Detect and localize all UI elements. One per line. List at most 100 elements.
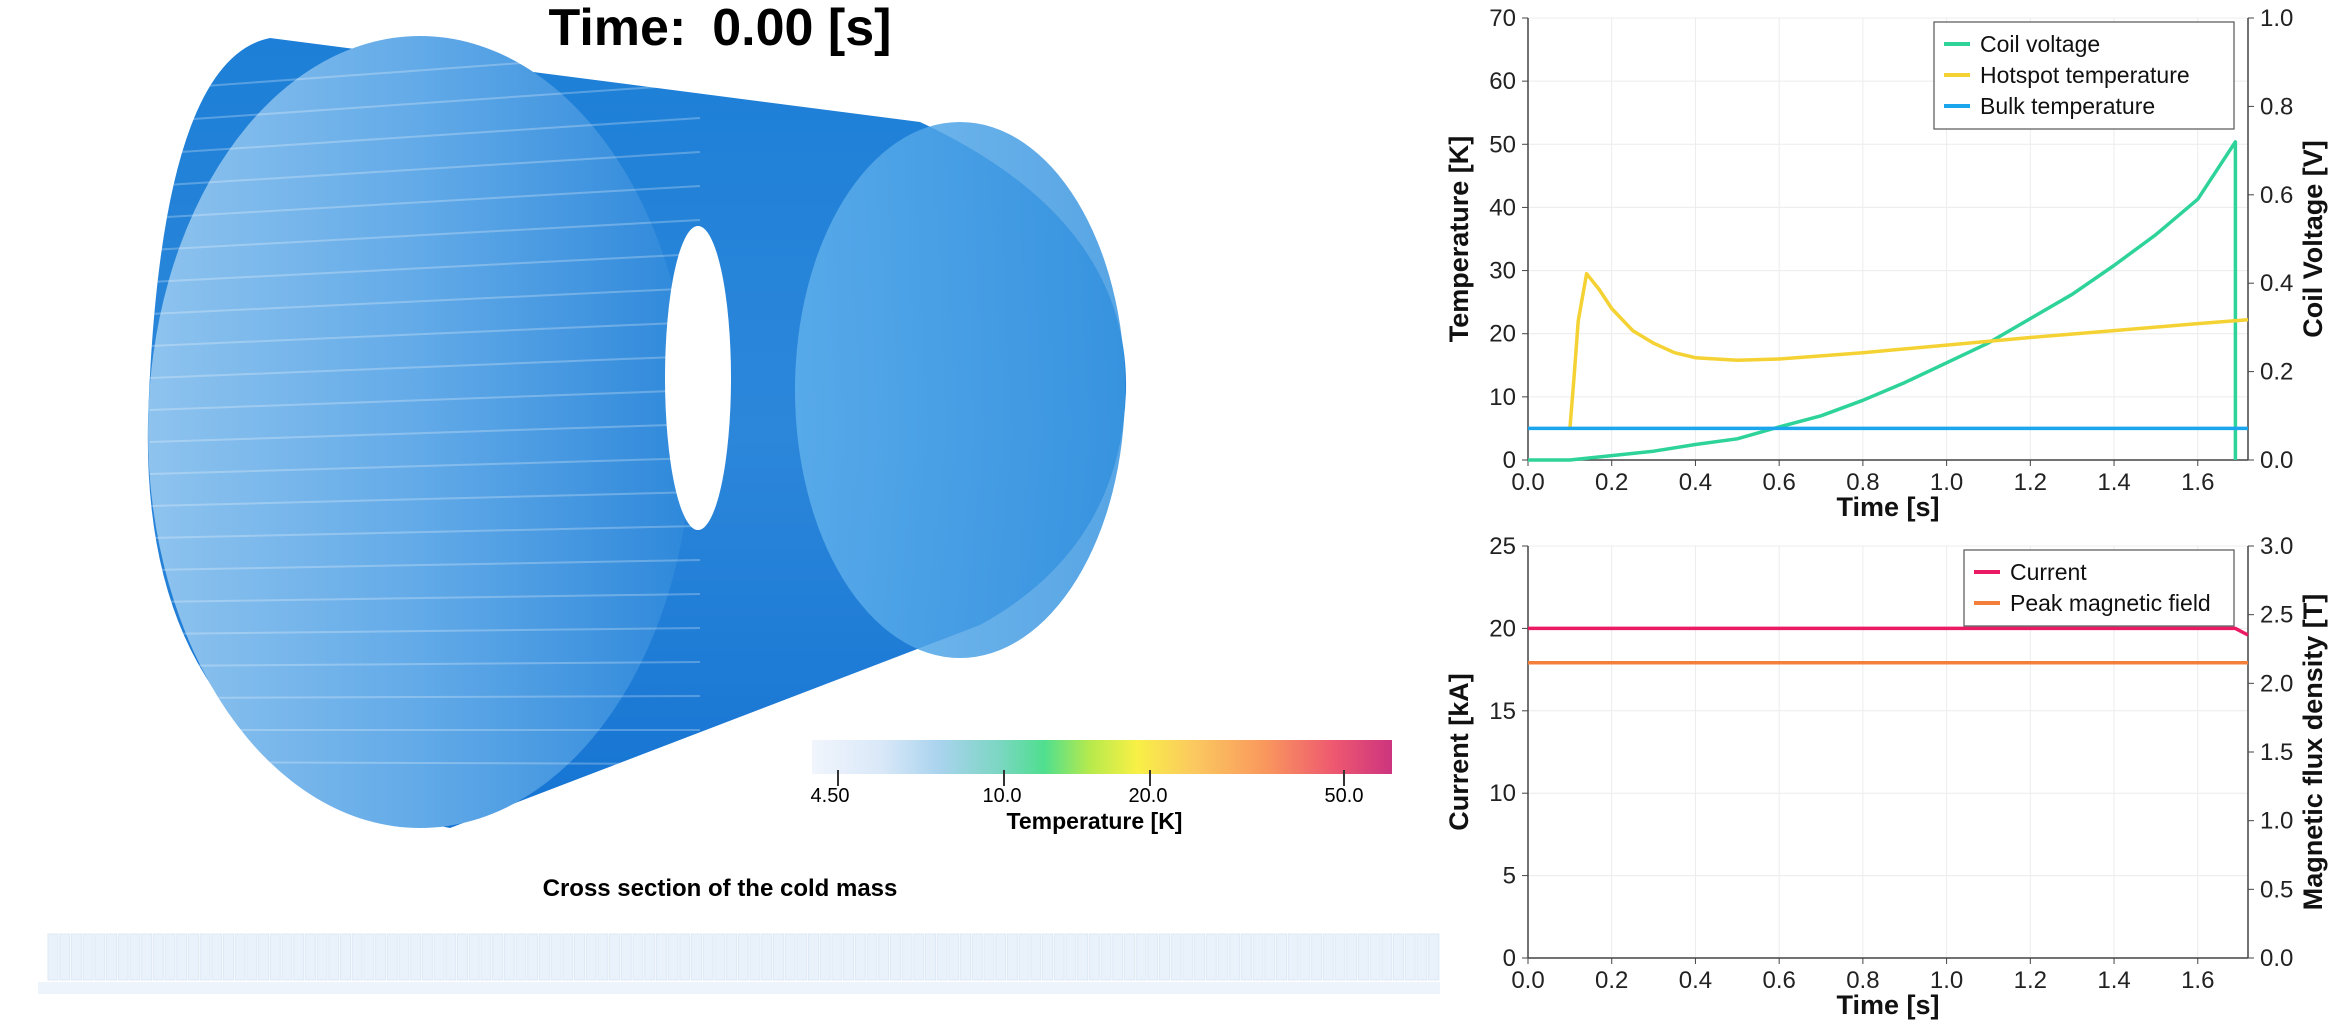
cross-section-cell — [445, 933, 457, 981]
cross-section-cell — [1229, 933, 1241, 981]
cross-section-cell — [1088, 933, 1100, 981]
cross-section-cell — [1194, 933, 1206, 981]
x-tick-label: 0.6 — [1762, 469, 1795, 496]
y-tick-label: 70 — [1489, 5, 1516, 32]
cross-section-cell — [176, 933, 188, 981]
cross-section-cell — [1112, 933, 1124, 981]
cross-section-cell — [468, 933, 480, 981]
legend-label: Current — [2010, 559, 2087, 585]
x-axis-label: Time [s] — [1836, 990, 1939, 1020]
cross-section-caption: Cross section of the cold mass — [542, 875, 898, 902]
cross-section-cell — [597, 933, 609, 981]
cross-section-cell — [304, 933, 316, 981]
cross-section-cell — [492, 933, 504, 981]
cross-section-cell — [983, 933, 995, 981]
time-title: Time: 0.00 [s] — [0, 0, 1440, 56]
cross-section-cell — [1311, 933, 1323, 981]
series-line — [1528, 626, 2249, 637]
cross-section-cell — [772, 933, 784, 981]
cross-section-cell — [246, 933, 258, 981]
cross-section-cell — [1299, 933, 1311, 981]
colorbar-tick: 20.0 — [1128, 785, 1168, 807]
x-axis-label: Time [s] — [1836, 492, 1939, 522]
cross-section-cell — [433, 933, 445, 981]
cross-section-cell — [106, 933, 117, 981]
cross-section-cell — [1381, 933, 1393, 981]
cross-section-cell — [480, 933, 492, 981]
colorbar-tick: 10.0 — [982, 785, 1022, 807]
y2-tick-label: 0.5 — [2260, 876, 2293, 903]
temperature-colorbar — [812, 740, 1392, 774]
cross-section-cell — [936, 933, 948, 981]
cross-section-cell — [187, 933, 199, 981]
y-tick-label: 50 — [1489, 131, 1516, 158]
x-tick-label: 1.4 — [2097, 469, 2130, 496]
x-tick-label: 1.0 — [1930, 469, 1963, 496]
cross-section-cell — [960, 933, 972, 981]
cross-section-cell — [819, 933, 831, 981]
cylinder-render — [38, 36, 1440, 994]
y-axis-label: Current [kA] — [1444, 673, 1474, 831]
y2-tick-label: 1.5 — [2260, 739, 2293, 766]
cross-section-cell — [1100, 933, 1112, 981]
cross-section-cell — [1287, 933, 1299, 981]
cross-section-cell — [1217, 933, 1229, 981]
cross-section-cell — [1042, 933, 1053, 981]
cross-section-cell — [1123, 933, 1135, 981]
y2-tick-label: 3.0 — [2260, 533, 2293, 560]
y-tick-label: 40 — [1489, 194, 1516, 221]
cross-section-cell — [691, 933, 702, 981]
y-tick-label: 60 — [1489, 68, 1516, 95]
colorbar-tick: 4.50 — [810, 785, 850, 807]
cross-section-cell — [761, 933, 773, 981]
y2-axis-label: Coil Voltage [V] — [2298, 140, 2328, 338]
cross-section-cell — [574, 933, 585, 981]
colorbar-label: Temperature [K] — [1006, 808, 1183, 834]
cross-section-cell — [714, 933, 726, 981]
cross-section-cell — [878, 933, 890, 981]
cross-section-cell — [1006, 933, 1018, 981]
cross-section-cell — [644, 933, 656, 981]
y2-tick-label: 0.0 — [2260, 447, 2293, 474]
x-tick-label: 0.4 — [1679, 469, 1712, 496]
cross-section-cell — [1077, 933, 1089, 981]
cross-section-cell — [1428, 933, 1440, 981]
cross-section-cell — [1357, 933, 1369, 981]
x-tick-label: 0.2 — [1595, 469, 1628, 496]
cross-section-cell — [737, 933, 749, 981]
charts-svg: 0.0 0.2 0.4 0.6 0.8 1.0 1.2 1.4 1.60102030405060… — [1444, 5, 2328, 1020]
cross-section-cell — [1065, 933, 1077, 981]
cross-section-cell — [1276, 933, 1287, 981]
cross-section-cell — [971, 933, 983, 981]
y2-axis-label: Magnetic flux density [T] — [2298, 594, 2328, 911]
y2-tick-label: 0.6 — [2260, 182, 2293, 209]
cross-section-cell — [585, 933, 597, 981]
y2-tick-label: 0.2 — [2260, 359, 2293, 386]
y-tick-label: 0 — [1503, 945, 1516, 972]
cold-mass-3d-view[interactable]: Time: 0.00 [s] — [0, 0, 1440, 1025]
cross-section-cell — [281, 933, 293, 981]
cross-section-cell — [1264, 933, 1276, 981]
series-line — [1528, 140, 2238, 462]
cross-section-cell — [1240, 933, 1252, 981]
cross-section-cell — [620, 933, 632, 981]
cross-section-cell — [199, 933, 211, 981]
legend-label: Peak magnetic field — [2010, 590, 2211, 616]
cross-section-cell — [784, 933, 796, 981]
legend-label: Hotspot temperature — [1980, 62, 2190, 88]
cross-section-cell — [901, 933, 913, 981]
cross-section-cell — [70, 933, 82, 981]
cross-section-cell — [421, 933, 433, 981]
cross-section-cell — [59, 933, 71, 981]
cross-section-cell — [375, 933, 387, 981]
cross-section-cell — [1053, 933, 1065, 981]
cross-section-cell — [1404, 933, 1416, 981]
cross-section-cell — [749, 933, 761, 981]
cross-section-cell — [1416, 933, 1428, 981]
cross-section-cell — [351, 933, 363, 981]
cross-section-cell — [843, 933, 855, 981]
y-tick-label: 0 — [1503, 447, 1516, 474]
cross-section-cell — [1205, 933, 1217, 981]
y2-tick-label: 0.8 — [2260, 93, 2293, 120]
cross-section-cell — [1252, 933, 1264, 981]
